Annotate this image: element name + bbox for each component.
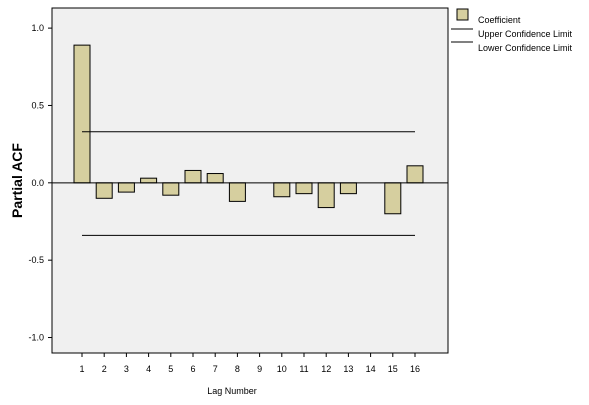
- plot-area: [51, 7, 449, 354]
- x-tick-label: 9: [257, 364, 262, 374]
- bar: [317, 182, 335, 209]
- legend-lower-limit-label: Lower Confidence Limit: [478, 43, 573, 53]
- bar-series: [73, 44, 424, 215]
- x-tick-label: 12: [321, 364, 331, 374]
- legend-coefficient-swatch: [456, 8, 469, 21]
- bar: [117, 182, 135, 193]
- bar: [95, 182, 113, 199]
- bar: [206, 173, 224, 184]
- x-tick-label: 10: [277, 364, 287, 374]
- x-axis-title: Lag Number: [207, 386, 257, 396]
- y-tick-label: 0.0: [31, 178, 44, 188]
- y-tick-label: 0.5: [31, 100, 44, 110]
- x-tick-label: 15: [388, 364, 398, 374]
- bar: [406, 165, 424, 184]
- x-tick-label: 2: [102, 364, 107, 374]
- x-tick-label: 6: [190, 364, 195, 374]
- x-tick-label: 11: [299, 364, 308, 374]
- bar: [184, 169, 202, 184]
- bar: [295, 182, 313, 195]
- legend-upper-limit-label: Upper Confidence Limit: [478, 29, 573, 39]
- bar: [384, 182, 402, 215]
- legend-coefficient-label: Coefficient: [478, 15, 521, 25]
- x-tick-label: 1: [79, 364, 84, 374]
- x-tick-label: 16: [410, 364, 420, 374]
- bar: [162, 182, 180, 196]
- x-axis: 1 2 3 4 5 6 7 8 9 10 11 12 13 14 15 16: [79, 353, 420, 374]
- x-tick-label: 7: [213, 364, 218, 374]
- y-tick-label: 1.0: [31, 23, 44, 33]
- y-tick-label: -0.5: [28, 255, 44, 265]
- bar: [228, 182, 246, 202]
- y-axis-title: Partial ACF: [9, 143, 25, 218]
- legend: Coefficient Upper Confidence Limit Lower…: [451, 8, 573, 53]
- bar: [140, 177, 158, 184]
- x-tick-label: 8: [235, 364, 240, 374]
- x-tick-label: 4: [146, 364, 151, 374]
- x-tick-label: 13: [343, 364, 353, 374]
- y-axis: 1.0 0.5 0.0 -0.5 -1.0: [28, 23, 52, 343]
- x-tick-label: 3: [124, 364, 129, 374]
- bar: [73, 44, 91, 184]
- bar: [273, 182, 291, 198]
- bar: [339, 182, 357, 195]
- x-tick-label: 14: [366, 364, 376, 374]
- y-tick-label: -1.0: [28, 333, 44, 343]
- x-tick-label: 5: [168, 364, 173, 374]
